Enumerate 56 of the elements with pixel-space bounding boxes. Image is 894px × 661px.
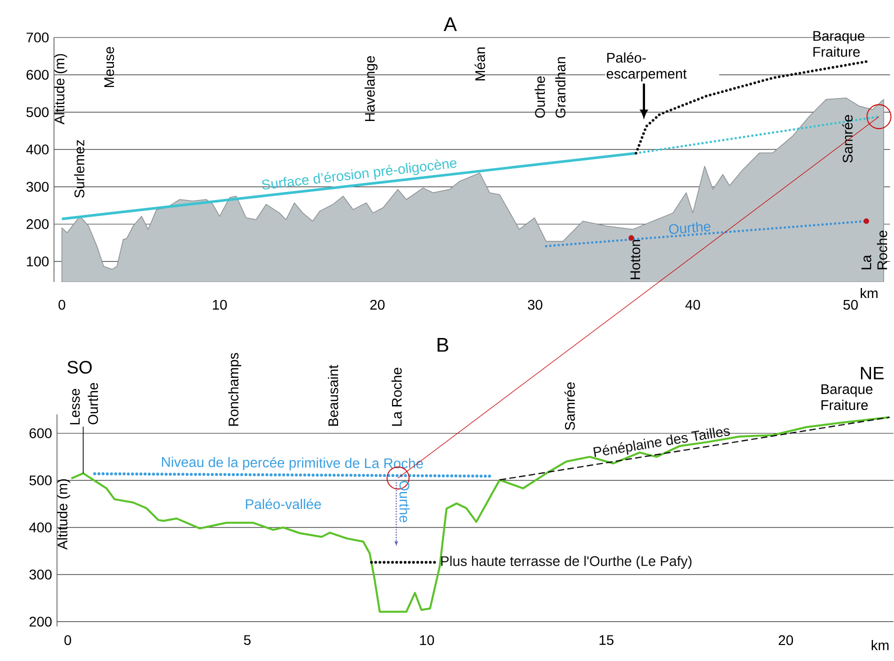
text: SO [67,360,92,374]
text: NE [860,366,884,380]
annotation: Ourthe [88,382,98,424]
y-tick-label: 300 [26,182,49,192]
x-tick-label: 10 [420,635,434,646]
x-tick-label: 15 [600,635,614,645]
series-label: Ourthe [669,222,710,234]
series-label: Plus haute terrasse de l'Ourthe (Le Pafy) [441,556,692,569]
y-tick-label: 100 [26,256,49,266]
x-tick-label: 5 [244,635,251,645]
annotation: Samrée [842,114,853,163]
y-tick-label: 500 [26,107,49,118]
annotation: Ronchamps [228,352,242,426]
point [864,218,870,224]
x-tick-label: 20 [370,300,385,310]
y-tick-label: 400 [29,522,52,532]
y-axis-title: Altitude (m) [54,54,68,124]
x-tick-label: 50 [843,300,858,310]
x-axis-title: km [860,288,878,298]
annotation: Baraque Fraiture [822,384,872,410]
y-tick-label: 600 [26,70,49,80]
x-tick-label: 0 [58,300,66,310]
annotation: Hotton [630,240,640,280]
y-tick-label: 500 [29,475,52,486]
annotation: La Roche [392,368,402,426]
annotation: Lesse [70,388,80,424]
y-tick-label: 700 [26,32,49,42]
chart-title: B [438,338,448,352]
annotation: Baraque Fraiture [813,31,864,57]
text: Pénéplaine des Tailles [593,428,730,457]
x-axis-title: km [872,640,888,650]
y-tick-label: 300 [29,570,52,580]
annotation: Ourthe [399,480,410,522]
annotation: Paléo-vallée [246,498,321,510]
annotation: Méan [474,47,486,80]
x-tick-label: 20 [778,635,794,646]
annotation: Grandhan [555,57,566,118]
annotation: Paléo-escarpement [606,52,687,82]
y-axis-title: Altitude (m) [57,479,70,550]
annotation: Beausaint [328,364,338,426]
chart-title: A [444,17,457,32]
annotation: Ourthe [534,76,545,118]
x-tick-label: 30 [528,300,542,310]
annotation: Havelange [364,56,378,122]
x-tick-label: 40 [685,300,700,310]
x-tick-label: 0 [64,635,72,646]
annotation: Surlemez [74,140,84,198]
annotation: Samrée [564,382,575,430]
annotation: Meuse [104,46,114,88]
x-tick-label: 10 [212,300,227,310]
annotation: La Roche [862,230,888,270]
text: Surface d’érosion pré-oligocène [262,159,457,190]
y-tick-label: 200 [30,616,52,627]
y-tick-label: 400 [26,144,49,154]
y-tick-label: 200 [26,219,49,230]
y-tick-label: 600 [30,428,52,438]
